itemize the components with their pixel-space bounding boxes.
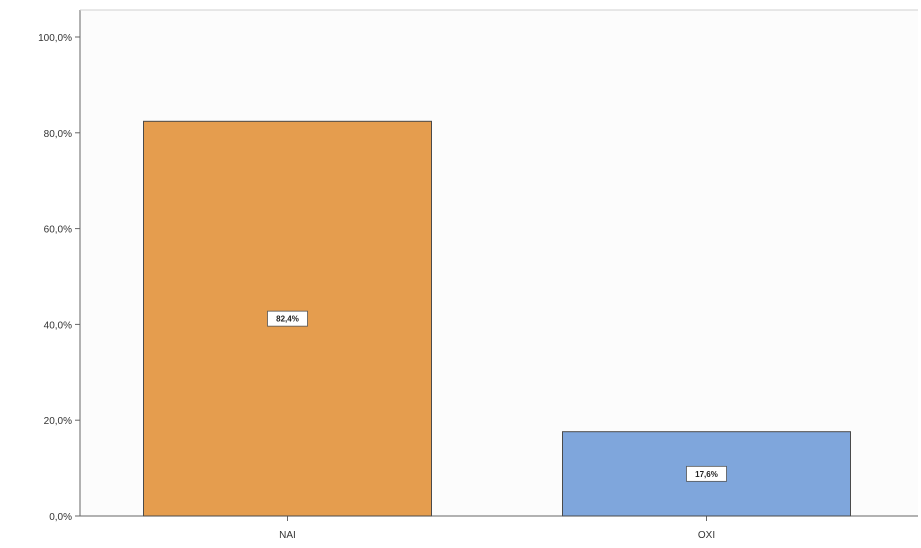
- data-labels-group: 82,4% 17,6%: [267, 310, 727, 482]
- y-tick-label: 60,0%: [44, 225, 72, 236]
- y-tick-label: 80,0%: [44, 129, 72, 140]
- data-label: 17,6%: [695, 470, 718, 479]
- x-axis: NAI OXI: [80, 515, 918, 541]
- x-tick-label: OXI: [698, 530, 715, 541]
- y-tick-label: 0,0%: [49, 512, 72, 523]
- y-tick-label: 20,0%: [44, 416, 72, 427]
- y-tick-label: 40,0%: [44, 320, 72, 331]
- y-tick-label: 100,0%: [38, 33, 72, 44]
- x-tick-label: NAI: [279, 530, 296, 541]
- data-label-box: [267, 310, 308, 327]
- data-label-box: [686, 465, 727, 482]
- y-axis: 0,0% 20,0% 40,0% 60,0% 80,0% 100,0%: [38, 9, 918, 523]
- data-label: 82,4%: [276, 315, 299, 324]
